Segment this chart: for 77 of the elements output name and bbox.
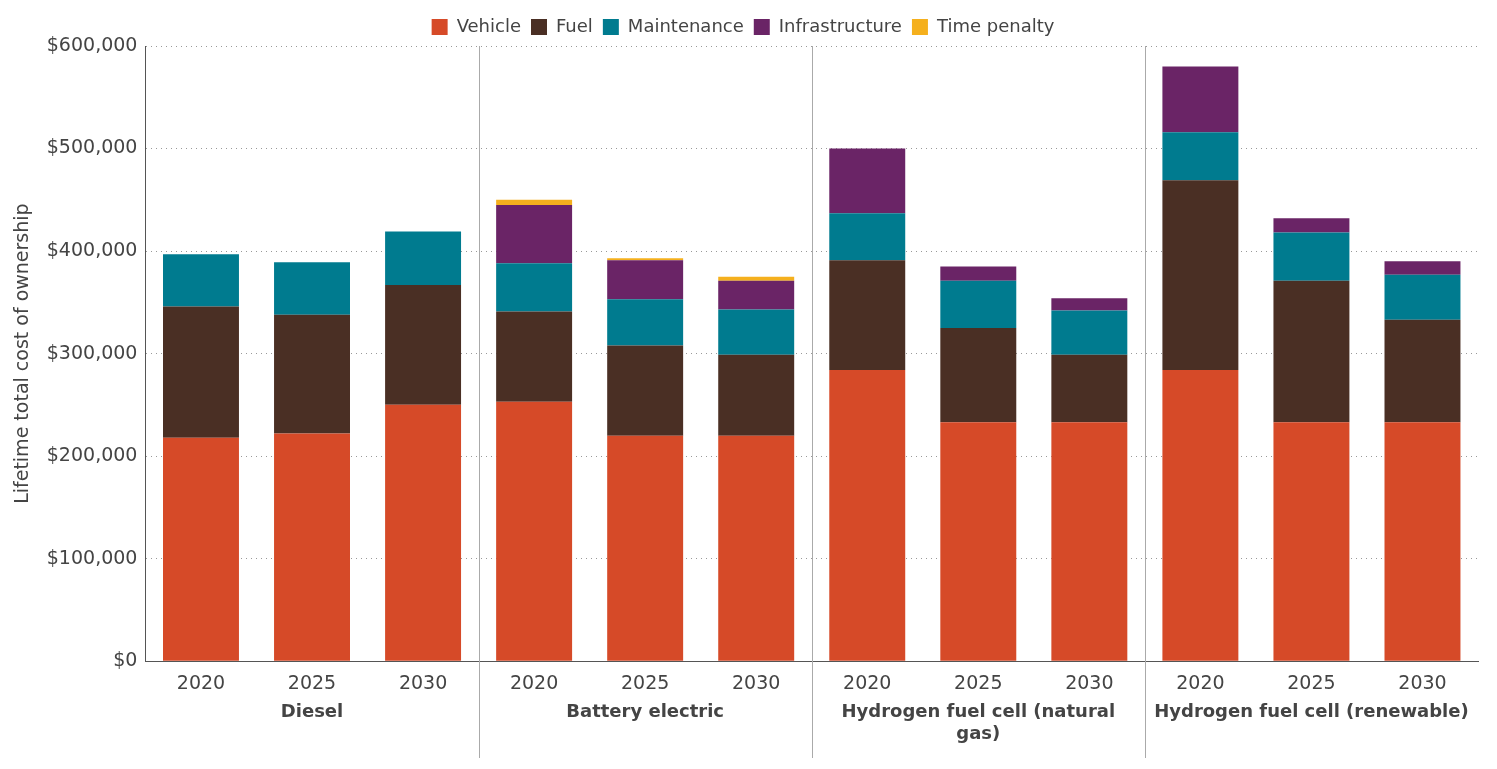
bar xyxy=(163,437,239,661)
text: Battery electric xyxy=(566,699,725,721)
text: Hydrogen fuel cell (renewable) xyxy=(1154,699,1469,721)
bar xyxy=(1162,132,1239,181)
bar xyxy=(829,260,906,371)
x-tick-label: 2020 xyxy=(1176,670,1225,693)
legend-label: Vehicle xyxy=(456,14,522,36)
bar xyxy=(829,370,906,661)
bar xyxy=(718,280,795,310)
bar xyxy=(1384,422,1461,661)
bar xyxy=(1384,319,1461,423)
bar xyxy=(163,254,239,307)
y-tick-label: $400,000 xyxy=(46,238,138,260)
y-tick-label: $500,000 xyxy=(46,135,138,158)
bar xyxy=(1384,274,1461,320)
x-tick-label: 2020 xyxy=(509,670,559,693)
bar xyxy=(718,435,795,661)
bar xyxy=(1051,298,1128,311)
y-tick-label: $300,000 xyxy=(46,340,138,363)
x-tick-label: 2030 xyxy=(732,670,781,693)
bar xyxy=(940,266,1017,281)
bar xyxy=(1051,310,1128,355)
bar xyxy=(1384,261,1461,275)
x-tick-label: 2025 xyxy=(954,670,1003,693)
y-tick-label: $200,000 xyxy=(46,443,138,466)
bar xyxy=(607,260,684,300)
bar xyxy=(607,435,684,661)
x-tick-label: 2020 xyxy=(176,670,226,693)
bar xyxy=(607,345,684,436)
bar xyxy=(940,327,1017,423)
x-tick-label: 2020 xyxy=(843,670,892,693)
bar xyxy=(1051,354,1128,423)
bar xyxy=(1051,422,1128,661)
x-tick-label: 2030 xyxy=(398,670,448,693)
bar xyxy=(1162,66,1239,133)
bar xyxy=(274,314,350,434)
bar xyxy=(1162,370,1239,661)
x-tick-label: 2030 xyxy=(1065,670,1114,693)
y-tick-label: $100,000 xyxy=(46,545,138,568)
legend-label: Infrastructure xyxy=(778,14,902,36)
bar xyxy=(1273,218,1350,233)
bar xyxy=(1273,280,1350,423)
bar xyxy=(940,422,1017,661)
bar xyxy=(274,433,350,661)
y-axis-title: Lifetime total cost of ownership xyxy=(10,203,33,504)
bar xyxy=(1273,422,1350,661)
y-tick-label: $600,000 xyxy=(46,32,138,55)
legend-label: Maintenance xyxy=(627,14,744,36)
bar xyxy=(163,306,239,438)
bar xyxy=(385,231,462,285)
bar xyxy=(607,258,684,261)
x-tick-label: 2025 xyxy=(287,670,337,693)
bar xyxy=(718,276,795,281)
bar xyxy=(496,204,573,264)
bar xyxy=(274,262,350,315)
y-tick-label: $0 xyxy=(113,648,138,671)
text: Diesel xyxy=(280,699,344,721)
bar xyxy=(496,263,573,312)
bar xyxy=(1273,232,1350,281)
bar xyxy=(607,299,684,346)
text: Hydrogen fuel cell (natural gas) xyxy=(841,699,1116,743)
legend-label: Fuel xyxy=(556,14,593,36)
bar xyxy=(829,213,906,261)
bar xyxy=(496,311,573,402)
legend-label: Time penalty xyxy=(935,14,1055,36)
bar xyxy=(496,199,573,205)
bar xyxy=(829,148,906,214)
bar xyxy=(940,280,1017,328)
bar xyxy=(385,284,462,405)
bar xyxy=(718,354,795,436)
x-tick-label: 2025 xyxy=(1287,670,1336,693)
bar xyxy=(385,404,462,661)
bar xyxy=(718,309,795,355)
bar xyxy=(1162,180,1239,371)
x-tick-label: 2030 xyxy=(1398,670,1447,693)
x-tick-label: 2025 xyxy=(620,670,670,693)
bar xyxy=(496,401,573,661)
